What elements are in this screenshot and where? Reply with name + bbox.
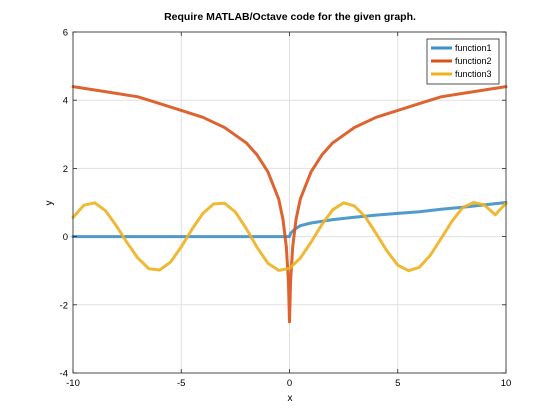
y-tick-label: 6 — [63, 28, 68, 39]
x-tick-label: -5 — [177, 378, 185, 389]
legend-label-function2: function2 — [455, 56, 492, 66]
y-tick-label: -2 — [60, 300, 68, 311]
x-axis-label: x — [288, 393, 293, 404]
y-tick-label: 2 — [63, 164, 68, 175]
series-layer — [71, 85, 508, 324]
chart-title: Require MATLAB/Octave code for the given… — [164, 11, 416, 23]
tick-layer: -10 -5 0 5 10 -4 -2 0 2 4 6 — [60, 28, 512, 390]
x-tick-label: 5 — [395, 378, 400, 389]
legend-label-function3: function3 — [455, 69, 492, 79]
x-tick-label: -10 — [66, 378, 80, 389]
legend-label-function1: function1 — [455, 43, 492, 53]
x-tick-label: 10 — [501, 378, 512, 389]
y-tick-label: -4 — [60, 369, 68, 380]
y-axis-label: y — [44, 201, 55, 206]
y-tick-label: 4 — [63, 96, 68, 107]
series-line-function2 — [71, 85, 508, 324]
legend: function1 function2 function3 — [426, 38, 500, 85]
y-tick-label: 0 — [63, 232, 68, 243]
series-line-function1 — [71, 201, 508, 239]
series-line-function3 — [71, 201, 508, 273]
x-tick-label: 0 — [287, 378, 292, 389]
